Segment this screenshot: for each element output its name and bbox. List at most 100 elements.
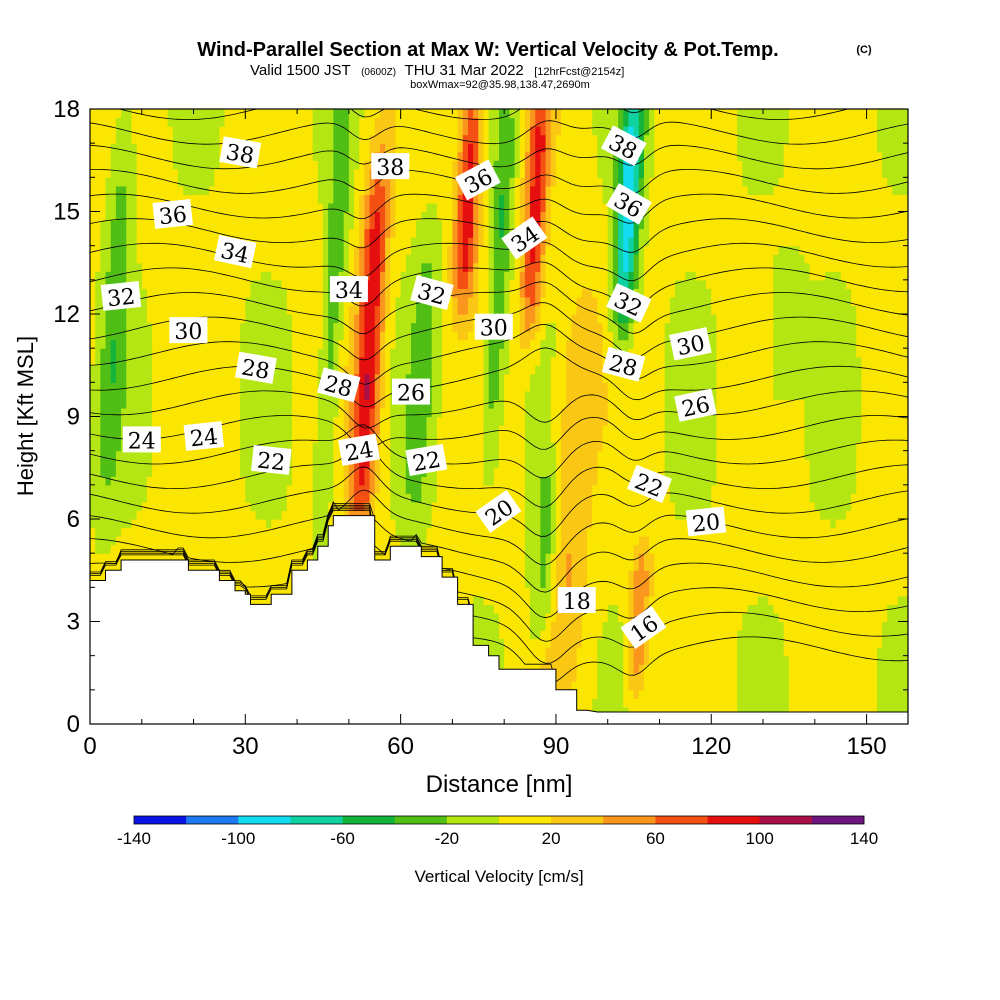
velocity-cell [95,109,101,119]
velocity-cell [281,220,288,230]
velocity-cell [167,390,174,401]
velocity-cell [405,126,412,136]
velocity-cell [271,476,277,486]
velocity-cell [188,527,195,537]
velocity-cell [400,416,407,426]
velocity-cell [157,416,164,426]
velocity-cell [141,536,148,546]
velocity-cell [203,459,210,469]
velocity-cell [193,151,200,161]
velocity-cell [95,442,101,452]
velocity-cell [110,519,117,529]
velocity-cell [421,305,428,315]
velocity-cell [193,459,200,469]
velocity-cell [400,373,407,383]
velocity-cell [317,356,324,366]
velocity-cell [405,143,412,153]
velocity-cell [90,245,96,255]
velocity-cell [100,314,107,324]
velocity-cell [322,254,329,264]
velocity-cell [167,365,174,375]
velocity-cell [281,194,288,204]
velocity-cell [152,177,158,187]
velocity-cell [131,339,138,349]
velocity-cell [286,382,293,392]
velocity-cell [219,322,226,332]
velocity-cell [405,467,412,477]
velocity-cell [250,399,257,409]
velocity-cell [152,510,158,520]
velocity-cell [405,134,412,144]
velocity-cell [260,536,267,546]
velocity-cell [442,416,448,426]
velocity-cell [141,356,148,366]
velocity-cell [105,271,112,281]
velocity-cell [219,425,226,435]
velocity-cell [214,185,221,196]
velocity-cell [395,194,402,204]
velocity-cell [302,202,309,213]
velocity-cell [126,134,133,144]
velocity-cell [400,484,407,494]
velocity-cell [400,348,407,358]
velocity-cell [115,484,122,494]
velocity-cell [219,160,226,170]
velocity-cell [152,527,158,537]
velocity-cell [442,476,448,486]
velocity-cell [193,185,200,196]
velocity-cell [157,450,164,460]
velocity-cell [90,476,96,486]
velocity-cell [426,202,433,213]
velocity-cell [286,356,293,366]
velocity-cell [390,416,397,426]
velocity-cell [162,185,169,196]
velocity-cell [338,134,345,144]
velocity-cell [400,501,407,512]
velocity-cell [426,109,433,119]
velocity-cell [219,553,226,563]
velocity-cell [400,279,407,289]
velocity-cell [167,348,174,358]
velocity-cell [297,433,303,443]
velocity-cell [250,228,257,238]
velocity-cell [307,484,314,494]
velocity-cell [307,237,314,247]
velocity-cell [276,442,283,452]
velocity-cell [110,331,117,341]
velocity-cell [297,390,303,401]
velocity-cell [219,279,226,289]
velocity-cell [442,561,448,571]
velocity-cell [317,168,324,178]
velocity-cell [322,296,329,307]
velocity-cell [307,143,314,153]
velocity-cell [141,254,148,264]
velocity-cell [209,237,215,247]
velocity-cell [385,425,391,435]
velocity-cell [198,476,205,486]
velocity-cell [188,373,195,383]
velocity-cell [338,493,345,503]
velocity-cell [126,305,133,315]
velocity-cell [322,476,329,486]
velocity-cell [374,382,381,392]
velocity-cell [214,151,221,161]
velocity-cell [359,459,365,469]
velocity-cell [105,553,112,563]
velocity-cell [141,519,148,529]
velocity-cell [162,237,169,247]
velocity-cell [157,382,164,392]
velocity-cell [395,314,402,324]
velocity-cell [229,168,236,178]
velocity-cell [421,527,428,537]
velocity-cell [442,143,448,153]
velocity-cell [167,425,174,435]
velocity-cell [172,373,179,383]
velocity-cell [317,126,324,136]
velocity-cell [146,416,153,426]
velocity-cell [141,279,148,289]
velocity-cell [369,279,376,289]
velocity-cell [152,314,158,324]
velocity-cell [395,493,402,503]
velocity-cell [359,262,365,272]
velocity-cell [322,194,329,204]
